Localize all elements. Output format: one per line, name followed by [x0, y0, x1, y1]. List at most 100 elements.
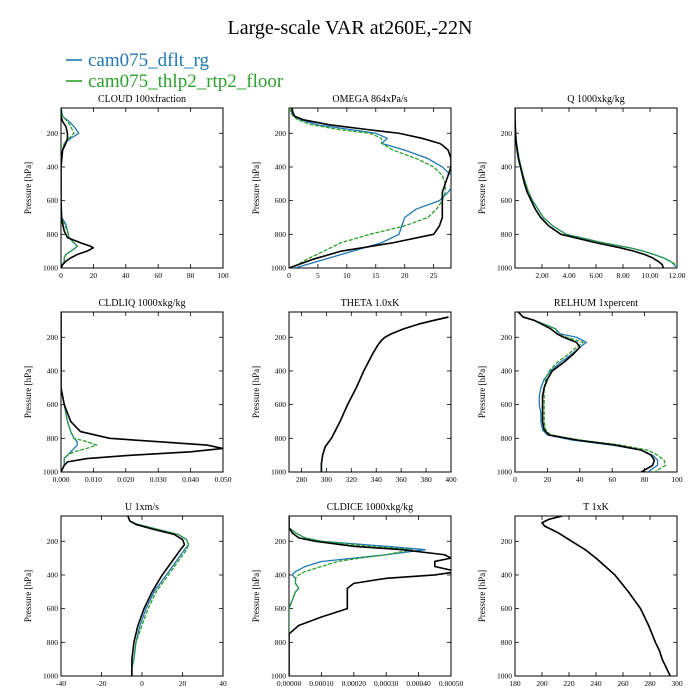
y-tick-label: 800 — [501, 434, 513, 443]
x-tick-label: 220 — [563, 679, 575, 688]
y-tick-label: 600 — [275, 196, 287, 205]
x-tick-label: 300 — [321, 475, 333, 484]
series-line-3 — [289, 516, 451, 676]
x-tick-label: 0.00050 — [439, 679, 464, 688]
y-axis-label: Pressure [hPa] — [251, 162, 261, 214]
x-tick-label: 80 — [641, 475, 649, 484]
x-tick-label: 60 — [154, 271, 162, 280]
x-tick-label: 0 — [140, 679, 144, 688]
y-tick-label: 200 — [275, 537, 287, 546]
panel-title: RELHUM 1xpercent — [554, 298, 638, 309]
x-tick-label: 0.050 — [215, 475, 232, 484]
x-tick-label: 0.00040 — [406, 679, 431, 688]
y-tick-label: 200 — [47, 537, 59, 546]
x-tick-label: 60 — [608, 475, 616, 484]
series-line-1 — [515, 108, 677, 268]
y-tick-label: 400 — [275, 162, 287, 171]
series-line-3 — [289, 108, 451, 268]
panel-3: Q 1000xkg/kg Pressure [hPa] 200 400 600 800 10… — [477, 94, 686, 280]
y-tick-label: 600 — [275, 400, 287, 409]
x-tick-label: 400 — [445, 475, 457, 484]
series-line-3 — [61, 108, 95, 268]
x-tick-label: 10 — [343, 271, 351, 280]
series-line-3 — [517, 312, 656, 472]
x-tick-label: 15 — [372, 271, 380, 280]
series-line-2 — [61, 108, 78, 268]
y-tick-label: 1000 — [43, 468, 58, 477]
panel-title: CLOUD 100xfraction — [98, 94, 186, 105]
panel-frame — [514, 107, 678, 269]
series-line-1 — [61, 108, 80, 268]
x-tick-label: 40 — [219, 679, 227, 688]
series-line-2 — [515, 108, 677, 268]
y-tick-label: 800 — [47, 638, 59, 647]
series-line-3 — [127, 516, 186, 676]
figure-title: Large-scale VAR at260E,-22N — [228, 17, 473, 39]
x-tick-label: 20 — [90, 271, 98, 280]
x-tick-label: 12.00 — [669, 271, 686, 280]
y-axis-label: Pressure [hPa] — [477, 162, 487, 214]
panel-frame — [288, 311, 452, 473]
y-tick-label: 600 — [501, 400, 513, 409]
panel-frame — [60, 515, 224, 677]
y-tick-label: 200 — [501, 537, 513, 546]
x-tick-label: 0.00010 — [309, 679, 334, 688]
y-tick-label: 800 — [275, 434, 287, 443]
x-tick-label: 300 — [671, 679, 683, 688]
series-line-2 — [289, 516, 413, 676]
x-tick-label: 20 — [401, 271, 409, 280]
series-line-1 — [61, 312, 78, 472]
x-tick-label: 280 — [644, 679, 656, 688]
series-line-2 — [320, 316, 449, 472]
legend-label-thlp2: cam075_thlp2_rtp2_floor — [88, 71, 284, 92]
x-tick-label: 380 — [420, 475, 432, 484]
y-tick-label: 400 — [47, 570, 59, 579]
y-tick-label: 400 — [47, 366, 59, 375]
x-tick-label: 0.040 — [182, 475, 199, 484]
x-tick-label: 20 — [544, 475, 552, 484]
panel-title: THETA 1.0xK — [341, 298, 400, 309]
y-tick-label: 1000 — [43, 672, 58, 681]
x-tick-label: 0.010 — [85, 475, 102, 484]
y-axis-label: Pressure [hPa] — [23, 162, 33, 214]
x-tick-label: 200 — [536, 679, 548, 688]
series-line-1 — [291, 108, 451, 268]
x-tick-label: 180 — [509, 679, 521, 688]
y-tick-label: 600 — [47, 400, 59, 409]
y-axis-label: Pressure [hPa] — [477, 366, 487, 418]
panel-title: T 1xK — [583, 502, 609, 513]
y-tick-label: 1000 — [497, 264, 512, 273]
y-tick-label: 400 — [47, 162, 59, 171]
y-tick-label: 800 — [47, 434, 59, 443]
x-tick-label: 280 — [296, 475, 308, 484]
panel-title: CLDLIQ 1000xkg/kg — [99, 298, 186, 309]
y-tick-label: 400 — [275, 570, 287, 579]
series-line-2 — [61, 312, 98, 472]
series-line-1 — [320, 316, 449, 472]
x-tick-label: 20 — [179, 679, 187, 688]
x-tick-label: 40 — [576, 475, 584, 484]
panel-title: Q 1000xkg/kg — [567, 94, 625, 105]
panel-title: U 1xm/s — [125, 502, 159, 513]
x-tick-label: 240 — [590, 679, 602, 688]
y-axis-label: Pressure [hPa] — [251, 570, 261, 622]
x-tick-label: 0.00020 — [342, 679, 367, 688]
x-tick-label: 260 — [617, 679, 629, 688]
series-line-2 — [127, 516, 190, 676]
y-tick-label: 200 — [501, 129, 513, 138]
x-tick-label: 340 — [371, 475, 383, 484]
x-tick-label: 0 — [513, 475, 517, 484]
y-tick-label: 800 — [275, 230, 287, 239]
x-tick-label: 2.00 — [535, 271, 548, 280]
panel-frame — [60, 311, 224, 473]
y-axis-label: Pressure [hPa] — [23, 570, 33, 622]
x-tick-label: 40 — [122, 271, 130, 280]
x-tick-label: 6.00 — [589, 271, 602, 280]
x-tick-label: 100 — [671, 475, 683, 484]
y-tick-label: 600 — [47, 604, 59, 613]
x-tick-label: 0 — [59, 271, 63, 280]
x-tick-label: 4.00 — [562, 271, 575, 280]
